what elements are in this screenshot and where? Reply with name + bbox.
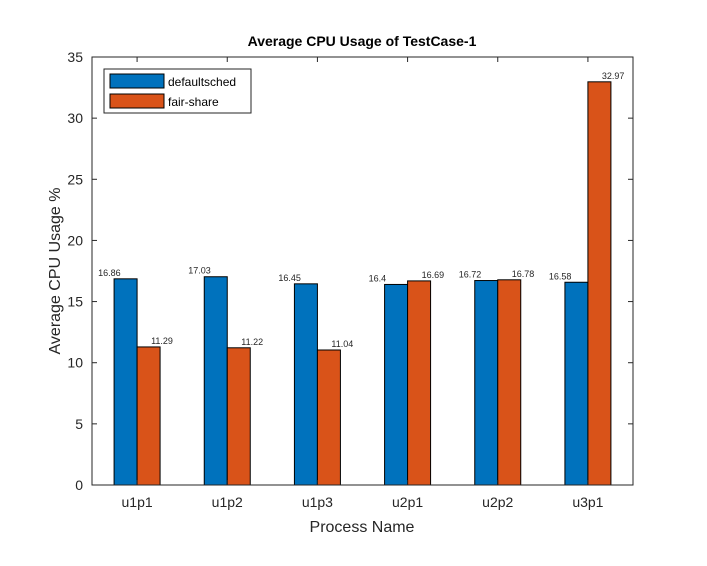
x-tick-label-u1p2: u1p2 — [212, 494, 243, 510]
x-axis-title: Process Name — [310, 519, 415, 536]
data-label-fair-share-u1p1: 11.29 — [151, 336, 173, 346]
bar-fair-share-u3p1 — [587, 81, 612, 486]
bars-layer — [113, 81, 612, 486]
data-label-fair-share-u1p3: 11.04 — [331, 339, 353, 349]
legend-label-fair-share: fair-share — [168, 95, 219, 109]
bar-fair-share-u1p2 — [226, 347, 251, 486]
data-label-defaultsched-u2p2: 16.72 — [459, 270, 482, 280]
bar-defaultsched-u3p1 — [564, 281, 589, 486]
y-tick-label-20: 20 — [67, 232, 83, 248]
data-label-defaultsched-u2p1: 16.4 — [369, 273, 387, 283]
x-tick-label-u2p1: u2p1 — [392, 494, 423, 510]
y-tick-label-15: 15 — [67, 294, 83, 310]
data-label-fair-share-u3p1: 32.97 — [602, 71, 625, 81]
legend-swatch-defaultsched — [109, 73, 165, 89]
bar-defaultsched-u1p1 — [113, 278, 138, 486]
chart-title: Average CPU Usage of TestCase-1 — [248, 33, 477, 49]
data-label-defaultsched-u1p2: 17.03 — [188, 266, 211, 276]
y-tick-label-5: 5 — [75, 416, 83, 432]
data-labels-layer: 16.86 11.29 17.03 11.22 16.45 11.04 16.4 16.69 1… — [98, 71, 624, 349]
y-tick-label-35: 35 — [67, 49, 83, 65]
y-tick-label-30: 30 — [67, 110, 83, 126]
bar-fair-share-u2p2 — [497, 279, 522, 486]
y-tick-label-10: 10 — [67, 355, 83, 371]
y-tick-label-25: 25 — [67, 171, 83, 187]
data-label-fair-share-u1p2: 11.22 — [241, 337, 263, 347]
legend: defaultsched fair-share — [103, 68, 252, 114]
x-tick-label-u3p1: u3p1 — [572, 494, 603, 510]
bar-defaultsched-u2p1 — [384, 283, 409, 486]
ticks-layer: u1p1 u1p2 u1p3 u2p1 u2p2 u3p1 0 5 10 15 20 25 30 35 — [67, 49, 633, 510]
data-label-fair-share-u2p1: 16.69 — [422, 270, 445, 280]
bar-defaultsched-u2p2 — [474, 280, 499, 486]
data-label-defaultsched-u1p1: 16.86 — [98, 268, 121, 278]
bar-defaultsched-u1p3 — [293, 283, 318, 486]
y-axis-title: Average CPU Usage % — [47, 188, 64, 355]
x-tick-label-u1p1: u1p1 — [122, 494, 153, 510]
bar-fair-share-u1p1 — [136, 346, 161, 486]
plot-box — [91, 56, 634, 486]
bar-defaultsched-u1p2 — [203, 276, 228, 486]
plot-area — [92, 57, 633, 485]
bar-fair-share-u2p1 — [407, 280, 432, 486]
data-label-fair-share-u2p2: 16.78 — [512, 269, 535, 279]
x-tick-label-u2p2: u2p2 — [482, 494, 513, 510]
data-label-defaultsched-u3p1: 16.58 — [549, 271, 572, 281]
legend-swatch-fair-share — [109, 93, 165, 109]
bar-fair-share-u1p3 — [316, 349, 341, 486]
legend-label-defaultsched: defaultsched — [168, 75, 236, 89]
y-tick-label-0: 0 — [75, 477, 83, 493]
x-tick-label-u1p3: u1p3 — [302, 494, 333, 510]
data-label-defaultsched-u1p3: 16.45 — [278, 273, 301, 283]
